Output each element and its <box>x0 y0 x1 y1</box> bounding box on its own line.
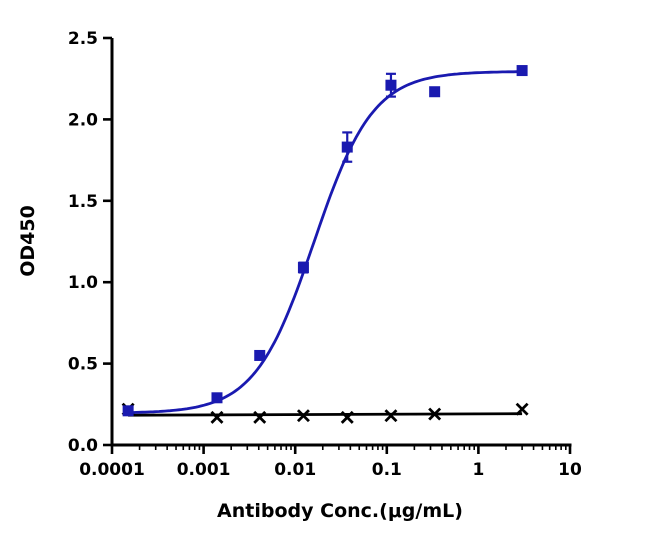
x-marker <box>253 410 267 424</box>
square-marker <box>122 405 134 417</box>
square-marker <box>429 86 441 98</box>
x-tick-label: 1 <box>472 460 484 480</box>
x-marker <box>428 407 442 421</box>
x-marker <box>210 410 224 424</box>
x-tick-label: 0.001 <box>177 460 231 480</box>
square-marker <box>254 349 266 361</box>
x-axis-title: Antibody Conc.(μg/mL) <box>217 500 463 522</box>
series-black-x-markers <box>121 402 529 424</box>
x-tick-label: 0.1 <box>372 460 402 480</box>
y-tick-label: 1.0 <box>68 273 98 293</box>
series-black-x-curve <box>128 412 523 417</box>
axes <box>110 38 572 447</box>
y-axis-title: OD450 <box>17 205 39 277</box>
x-tick-label: 0.0001 <box>79 460 145 480</box>
y-tick-label: 2.0 <box>68 110 98 130</box>
series-blue-squares-error-bars <box>123 66 528 416</box>
y-tick-labels: 0.0 0.5 1.0 1.5 2.0 2.5 <box>68 29 98 456</box>
y-tick-label: 1.5 <box>68 192 98 212</box>
x-marker <box>296 409 310 423</box>
square-marker <box>385 79 397 91</box>
x-marker <box>515 402 529 416</box>
x-marker <box>340 410 354 424</box>
square-marker <box>516 65 528 77</box>
series-blue-squares-curve <box>128 70 523 414</box>
square-marker <box>341 141 353 153</box>
series-blue-squares-markers <box>122 65 528 417</box>
x-tick-label: 0.01 <box>274 460 316 480</box>
square-marker <box>211 392 223 404</box>
x-marker <box>384 409 398 423</box>
y-tick-label: 0.5 <box>68 355 98 375</box>
y-tick-label: 2.5 <box>68 29 98 49</box>
x-tick-labels: 0.0001 0.001 0.01 0.1 1 10 <box>79 460 582 480</box>
square-marker <box>297 262 309 274</box>
x-tick-label: 10 <box>558 460 582 480</box>
y-tick-label: 0.0 <box>68 436 98 456</box>
